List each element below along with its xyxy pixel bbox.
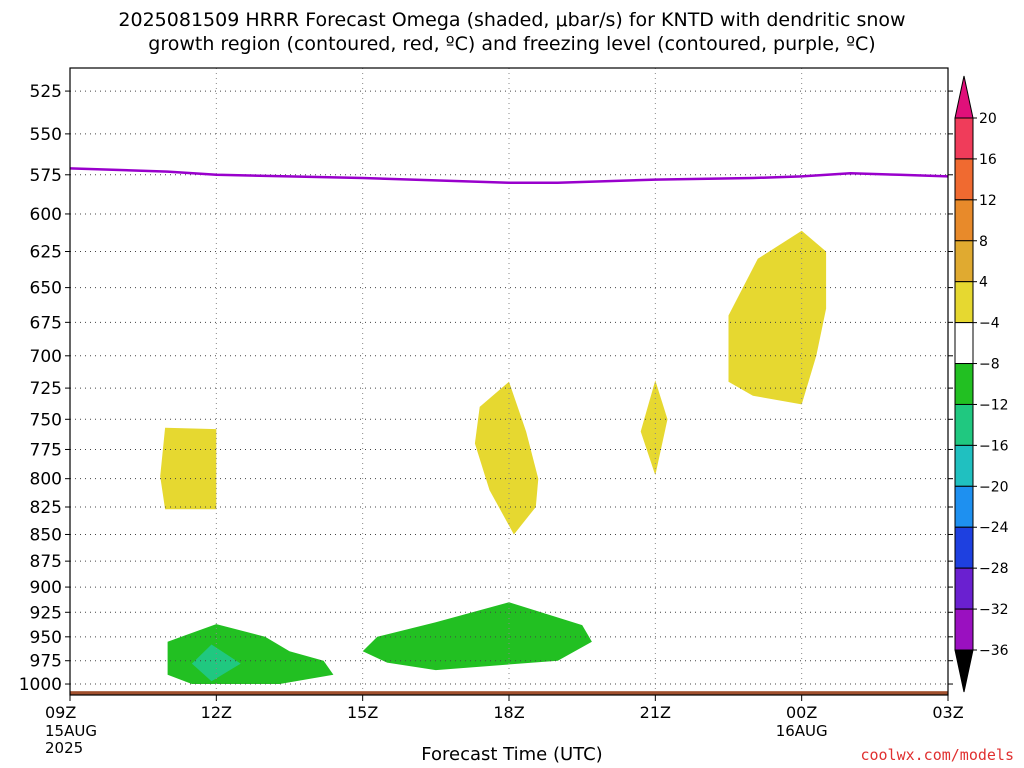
colorbar-label-9: −20 [979, 479, 1009, 495]
x-tick-label-12Z: 12Z [201, 703, 232, 722]
colorbar-label-7: −12 [979, 397, 1009, 413]
colorbar-label-11: −28 [979, 561, 1009, 577]
x-tick-label-03Z: 03Z [932, 703, 963, 722]
y-tick-label-825: 825 [30, 498, 62, 518]
colorbar-bottom-arrow [954, 649, 974, 693]
colorbar-label-4: 4 [979, 275, 988, 291]
colorbar-swatch-1 [954, 158, 974, 201]
omega-region-0 [160, 427, 217, 510]
x-tick-year-09Z: 2025 [45, 739, 83, 757]
freezing-level-line [69, 167, 949, 185]
colorbar-swatch-0 [954, 117, 974, 160]
y-tick-label-850: 850 [30, 525, 62, 545]
y-tick-label-675: 675 [30, 313, 62, 333]
colorbar-swatch-3 [954, 240, 974, 283]
colorbar-label-1: 16 [979, 152, 997, 168]
omega-region-6 [362, 602, 592, 671]
colorbar-swatch-5 [954, 322, 974, 365]
x-axis-title: Forecast Time (UTC) [421, 744, 603, 765]
y-tick-label-550: 550 [30, 125, 62, 145]
colorbar-swatch-9 [954, 485, 974, 528]
y-tick-label-725: 725 [30, 379, 62, 399]
y-tick-label-775: 775 [30, 440, 62, 460]
x-tick-date-00Z: 16AUG [776, 722, 828, 740]
x-tick-label-09Z: 09Z [45, 703, 76, 722]
x-tick-label-15Z: 15Z [347, 703, 378, 722]
colorbar-label-3: 8 [979, 234, 988, 250]
colorbar-label-12: −32 [979, 602, 1009, 618]
colorbar-label-8: −16 [979, 438, 1009, 454]
colorbar-swatch-4 [954, 281, 974, 324]
y-tick-label-575: 575 [30, 166, 62, 186]
y-tick-label-600: 600 [30, 205, 62, 225]
x-tick-date-09Z: 15AUG [45, 722, 97, 740]
y-tick-label-525: 525 [30, 82, 62, 102]
colorbar-swatch-2 [954, 199, 974, 242]
y-tick-label-975: 975 [30, 652, 62, 672]
colorbar-swatch-12 [954, 608, 974, 651]
colorbar-swatch-6 [954, 363, 974, 405]
x-tick-label-21Z: 21Z [640, 703, 671, 722]
colorbar-label-13: −36 [979, 643, 1009, 659]
y-tick-label-950: 950 [30, 628, 62, 648]
chart-title-line-2: growth region (contoured, red, ºC) and f… [148, 33, 876, 55]
colorbar-label-2: 12 [979, 193, 997, 209]
colorbar-label-5: −4 [979, 316, 1000, 332]
colorbar-label-10: −24 [979, 520, 1009, 536]
y-tick-label-925: 925 [30, 603, 62, 623]
colorbar-swatch-8 [954, 444, 974, 487]
y-tick-label-625: 625 [30, 243, 62, 263]
chart-title-line-1: 2025081509 HRRR Forecast Omega (shaded, … [118, 9, 906, 31]
credit-text: coolwx.com/models [860, 746, 1014, 764]
colorbar-swatch-11 [954, 567, 974, 610]
omega-region-2 [640, 380, 668, 476]
plot-background [70, 68, 948, 695]
colorbar-label-0: 20 [979, 111, 997, 127]
colorbar-swatch-10 [954, 526, 974, 569]
omega-region-1 [474, 381, 539, 535]
x-tick-label-18Z: 18Z [493, 703, 524, 722]
y-tick-label-875: 875 [30, 552, 62, 572]
omega-region-3 [728, 230, 827, 405]
colorbar-top-arrow [954, 75, 974, 119]
colorbar-label-6: −8 [979, 357, 1000, 373]
y-tick-label-800: 800 [30, 470, 62, 490]
colorbar-swatch-7 [954, 403, 974, 446]
omega-region-5 [191, 644, 241, 682]
x-tick-label-00Z: 00Z [786, 703, 817, 722]
y-tick-label-700: 700 [30, 347, 62, 367]
terrain-band [70, 691, 948, 695]
y-tick-label-750: 750 [30, 410, 62, 430]
y-tick-label-650: 650 [30, 279, 62, 299]
y-tick-label-1000: 1000 [19, 675, 62, 695]
y-tick-label-900: 900 [30, 578, 62, 598]
